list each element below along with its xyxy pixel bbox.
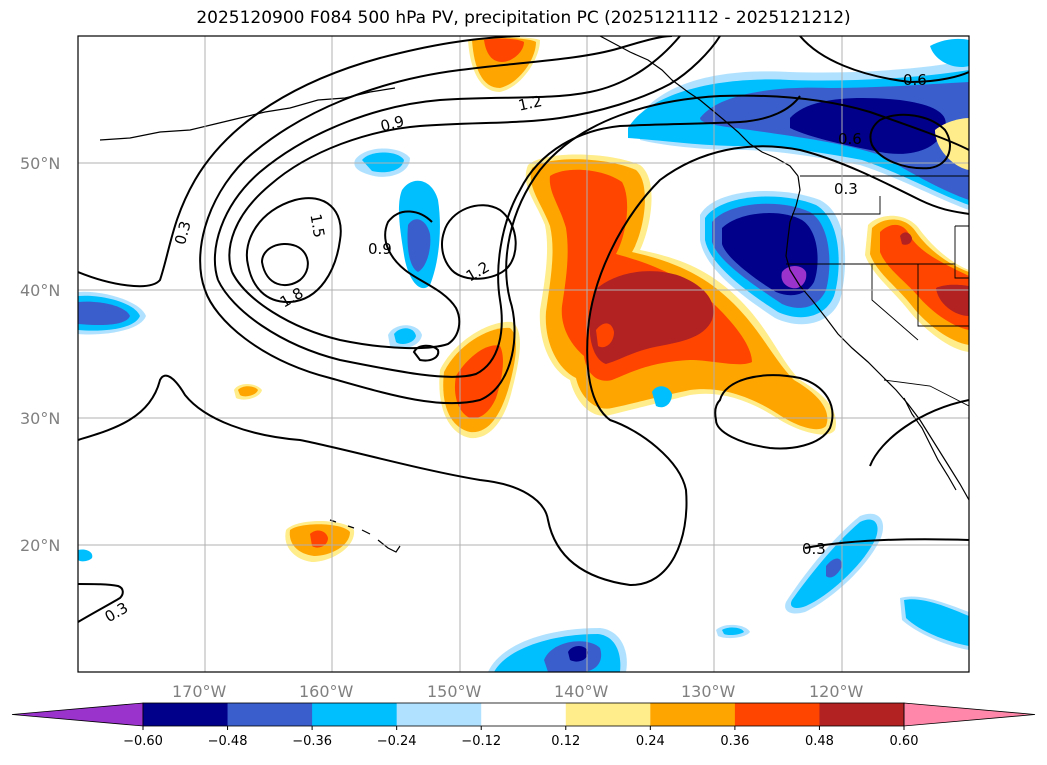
coastline-hawaii <box>329 519 401 553</box>
colorbar-segment <box>565 703 651 726</box>
colorbar-segment <box>819 703 905 726</box>
contour-0.6-main <box>199 36 673 291</box>
border-us-mexico <box>883 379 969 407</box>
coastline-baja <box>903 397 957 491</box>
colorbar-tick-label: 0.12 <box>551 734 580 749</box>
colorbar-segment <box>650 703 736 726</box>
contour-label: 0.9 <box>378 112 406 136</box>
colorbar-tick-label: 0.36 <box>720 734 749 749</box>
contour-label: 0.9 <box>368 240 392 258</box>
neg-anomaly-155w-small-cyan <box>394 328 416 344</box>
coastline-alaska <box>599 36 799 177</box>
contour-1.2-main <box>228 36 721 273</box>
neg-anomaly-se-corner-cyan <box>904 599 969 646</box>
contour-0.9-main <box>214 36 681 281</box>
colorbar-extend-high <box>903 702 1036 727</box>
colorbar-tick-label: −0.12 <box>461 734 501 749</box>
lon-label-170w: 170°W <box>172 682 227 701</box>
pos-anomaly-150w-red <box>454 345 503 419</box>
contour-0.9-inner <box>217 95 801 378</box>
colorbar-outline <box>142 702 905 727</box>
pos-anomaly-central-red-core <box>596 323 614 348</box>
contour-label: 0.3 <box>171 219 195 247</box>
lon-label-160w: 160°W <box>299 682 354 701</box>
colorbar-tick-label: −0.60 <box>123 734 163 749</box>
contour-label: 0.3 <box>834 180 858 198</box>
plot-frame <box>77 35 970 673</box>
colorbar-segment <box>143 703 229 726</box>
contour-0.3-main <box>78 36 521 288</box>
colorbar-tick-label: −0.24 <box>377 734 417 749</box>
pos-anomaly-east-yellow <box>935 118 969 170</box>
colorbar: −0.60 −0.48 −0.36 −0.24 −0.12 0.12 0.24 0.36 0.4… <box>11 702 1036 749</box>
contour-0.6-north <box>799 36 969 84</box>
colorbar-segment <box>481 703 567 726</box>
lon-label-140w: 140°W <box>554 682 609 701</box>
map-title: 2025120900 F084 500 hPa PV, precipitatio… <box>196 8 851 28</box>
contour-1.5 <box>245 197 342 304</box>
lat-label-50n: 50°N <box>20 154 60 173</box>
contour-0.3-southeast <box>804 538 969 549</box>
contour-0.6-ne-loop <box>869 113 951 170</box>
pos-anomaly-west-us-darkred-small <box>900 232 912 245</box>
colorbar-tick-label: 0.24 <box>636 734 665 749</box>
neg-anomaly-farnorth-cyan <box>930 38 969 68</box>
lat-label-20n: 20°N <box>20 536 60 555</box>
lon-label-120w: 120°W <box>809 682 864 701</box>
colorbar-segment <box>396 703 482 726</box>
contour-1.2-inner <box>231 210 461 350</box>
contour-label: 0.3 <box>802 540 826 558</box>
contour-1.8 <box>260 243 309 287</box>
neg-anomaly-northeast-dark <box>790 97 946 154</box>
contour-label: 0.6 <box>903 71 927 89</box>
neg-anomaly-155w-blue <box>407 219 431 272</box>
latitude-labels: 50°N 40°N 30°N 20°N <box>20 154 60 555</box>
colorbar-tick-label: 0.48 <box>805 734 834 749</box>
colorbar-segment <box>312 703 398 726</box>
colorbar-tick-label: 0.60 <box>890 734 919 749</box>
precip-shading <box>78 37 969 672</box>
colorbar-segment <box>734 703 820 726</box>
contour-label: 1.2 <box>517 92 544 115</box>
coastline-bc-wa-or-ca <box>785 175 969 501</box>
colorbar-extend-low <box>11 702 144 727</box>
neg-anomaly-westedge-blue <box>78 301 130 326</box>
contour-0.3-right-loop <box>869 399 969 467</box>
contour-small-loop <box>412 344 440 362</box>
lon-label-150w: 150°W <box>427 682 482 701</box>
pos-anomaly-central-darkred <box>589 271 714 364</box>
contour-0.3-south <box>78 145 969 587</box>
contour-label: 1.5 <box>306 212 328 239</box>
neg-anomaly-se-diagonal-blue <box>826 558 842 578</box>
border-ut-box <box>954 225 969 279</box>
lat-label-40n: 40°N <box>20 281 60 300</box>
neg-anomaly-133w-south-small-cyan <box>722 627 744 636</box>
pos-anomaly-west-us-darkred <box>936 284 969 316</box>
borders <box>786 175 969 407</box>
longitude-labels: 170°W 160°W 150°W 140°W 130°W 120°W <box>172 682 864 701</box>
pos-anomaly-hawaii-red <box>310 530 328 548</box>
colorbar-tick-label: −0.48 <box>208 734 248 749</box>
neg-anomaly-158w-cyan <box>362 152 404 173</box>
colorbar-tick-label: −0.36 <box>292 734 332 749</box>
neg-anomaly-westedge-south <box>78 549 93 562</box>
border-ca-nv <box>871 264 919 341</box>
contour-label: 0.6 <box>838 130 862 148</box>
contour-1.2-loop <box>441 204 517 280</box>
lon-label-130w: 130°W <box>681 682 736 701</box>
border-wa-or <box>792 196 881 215</box>
pos-anomaly-165w-orange <box>238 386 258 397</box>
contour-0.3-sw-corner <box>78 583 124 623</box>
contour-0.6-inner <box>204 94 969 405</box>
contour-0.3-low-loop <box>714 374 834 450</box>
border-nv-ut <box>917 264 969 327</box>
pos-anomaly-north-red <box>484 38 524 62</box>
colorbar-segment <box>227 703 313 726</box>
neg-anomaly-bottom-dark <box>568 646 588 662</box>
neg-anomaly-136w-small <box>652 386 672 408</box>
pv-contours <box>78 36 969 623</box>
lat-label-30n: 30°N <box>20 409 60 428</box>
